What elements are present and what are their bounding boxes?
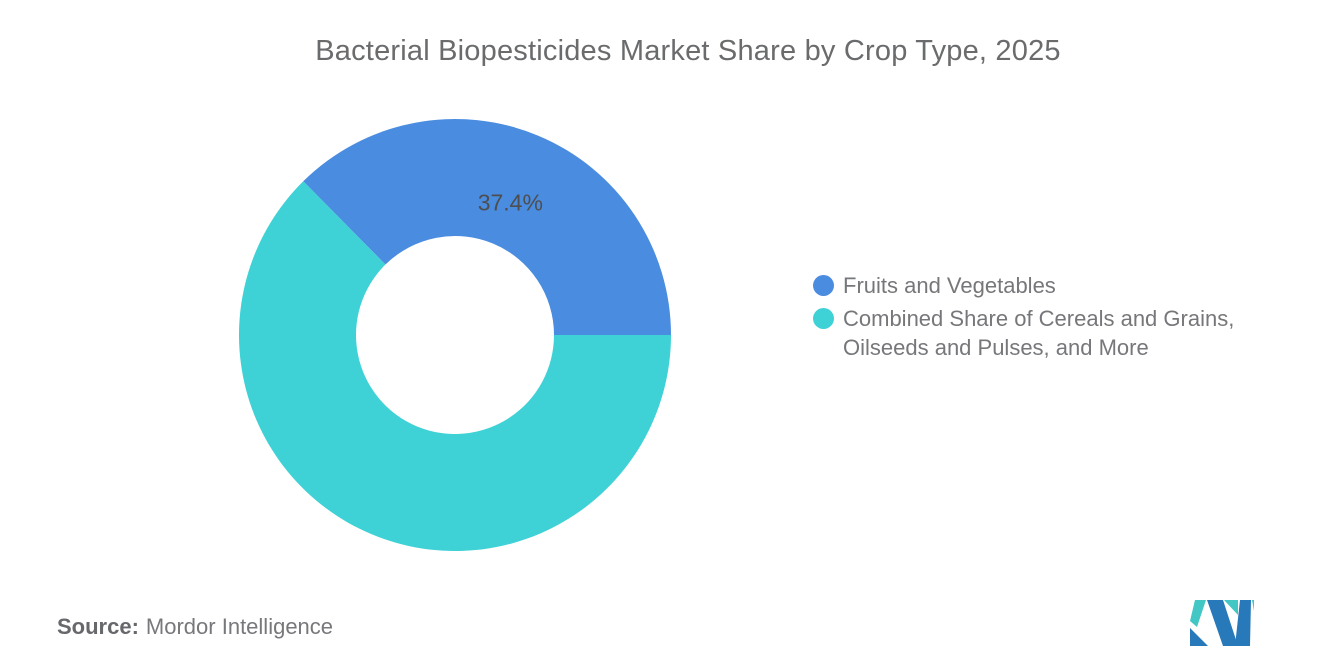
legend-item-label: Fruits and Vegetables	[843, 273, 1056, 298]
logo-shape-teal-right	[1224, 600, 1238, 615]
legend-item-combined-share[interactable]: Combined Share of Cereals and Grains, Oi…	[813, 304, 1234, 362]
pie-slice-1[interactable]	[303, 119, 671, 335]
legend-item-fruits-and-vegetables[interactable]: Fruits and Vegetables	[813, 271, 1234, 300]
pie-slice-2[interactable]	[239, 181, 671, 551]
legend: Fruits and Vegetables Combined Share of …	[813, 271, 1234, 362]
donut-chart: 37.4%	[239, 119, 671, 551]
logo-shape-blue-i	[1235, 600, 1251, 646]
logo-shape-blue-bottom-left	[1190, 628, 1208, 646]
legend-item-label: Combined Share of Cereals and Grains, Oi…	[843, 306, 1235, 360]
logo-shape-blue-middle	[1207, 600, 1238, 646]
mordor-intelligence-logo	[1190, 600, 1254, 646]
legend-swatch-icon	[813, 308, 834, 329]
slice-data-label: 37.4%	[478, 190, 543, 216]
legend-swatch-icon	[813, 275, 834, 296]
source-value: Mordor Intelligence	[145, 614, 334, 639]
logo-shape-teal-corner	[1252, 600, 1254, 611]
source-label: Source:	[57, 614, 139, 639]
logo-shape-teal-left	[1190, 600, 1206, 627]
source-line: Source: Mordor Intelligence	[57, 613, 333, 641]
chart-title: Bacterial Biopesticides Market Share by …	[315, 35, 1061, 67]
